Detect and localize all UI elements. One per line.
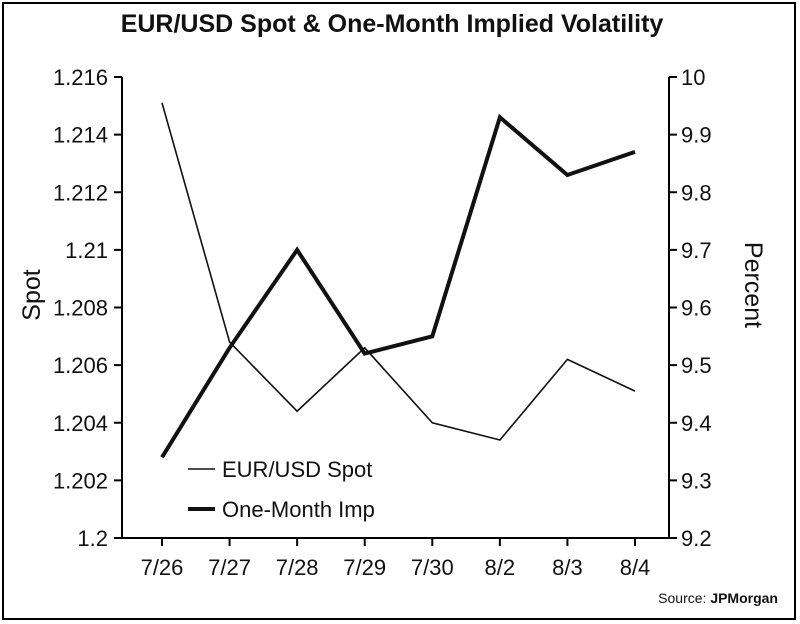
right-tick-label: 9.2 xyxy=(681,526,712,551)
right-axis-label: Percent xyxy=(739,242,767,328)
x-tick-label: 7/28 xyxy=(276,555,319,580)
source-note: Source: JPMorgan xyxy=(658,590,778,606)
left-tick-label: 1.204 xyxy=(53,411,108,436)
left-tick-label: 1.2 xyxy=(77,526,108,551)
series-line-one-month-imp xyxy=(160,113,636,459)
right-tick-label: 9.5 xyxy=(681,353,712,378)
x-axis-ticks: 7/26 7/27 7/28 7/29 7/30 8/2 8/3 8/4 xyxy=(141,538,651,580)
x-tick-label: 7/29 xyxy=(343,555,386,580)
right-tick-label: 9.3 xyxy=(681,468,712,493)
left-tick-label: 1.212 xyxy=(53,180,108,205)
right-tick-label: 9.7 xyxy=(681,238,712,263)
x-tick-label: 8/3 xyxy=(552,555,583,580)
left-tick-label: 1.21 xyxy=(65,238,108,263)
series-layer xyxy=(160,102,636,459)
chart-title: EUR/USD Spot & One-Month Implied Volatil… xyxy=(121,10,664,38)
left-axis-label: Spot xyxy=(18,269,46,320)
source-name: JPMorgan xyxy=(710,590,778,606)
left-tick-label: 1.216 xyxy=(53,65,108,90)
series-line-eur-usd-spot xyxy=(161,102,636,441)
left-tick-label: 1.206 xyxy=(53,353,108,378)
source-prefix: Source: xyxy=(658,590,706,606)
right-axis-ticks: 9.2 9.3 9.4 9.5 9.6 9.7 9.8 9.9 10 xyxy=(669,65,712,551)
legend: EUR/USD Spot One-Month Imp xyxy=(188,457,375,522)
left-axis-ticks: 1.2 1.202 1.204 1.206 1.208 1.21 1.212 1.214 1.2… xyxy=(53,65,122,551)
right-tick-label: 9.9 xyxy=(681,123,712,148)
left-tick-label: 1.214 xyxy=(53,123,108,148)
x-tick-label: 8/2 xyxy=(485,555,516,580)
x-tick-label: 8/4 xyxy=(620,555,651,580)
legend-label-imp: One-Month Imp xyxy=(222,497,375,522)
x-tick-label: 7/26 xyxy=(141,555,184,580)
legend-label-spot: EUR/USD Spot xyxy=(222,457,372,482)
right-tick-label: 9.4 xyxy=(681,411,712,436)
x-tick-label: 7/27 xyxy=(208,555,251,580)
right-tick-label: 9.6 xyxy=(681,296,712,321)
left-tick-label: 1.208 xyxy=(53,296,108,321)
right-tick-label: 10 xyxy=(681,65,705,90)
right-tick-label: 9.8 xyxy=(681,180,712,205)
left-tick-label: 1.202 xyxy=(53,468,108,493)
x-tick-label: 7/30 xyxy=(411,555,454,580)
